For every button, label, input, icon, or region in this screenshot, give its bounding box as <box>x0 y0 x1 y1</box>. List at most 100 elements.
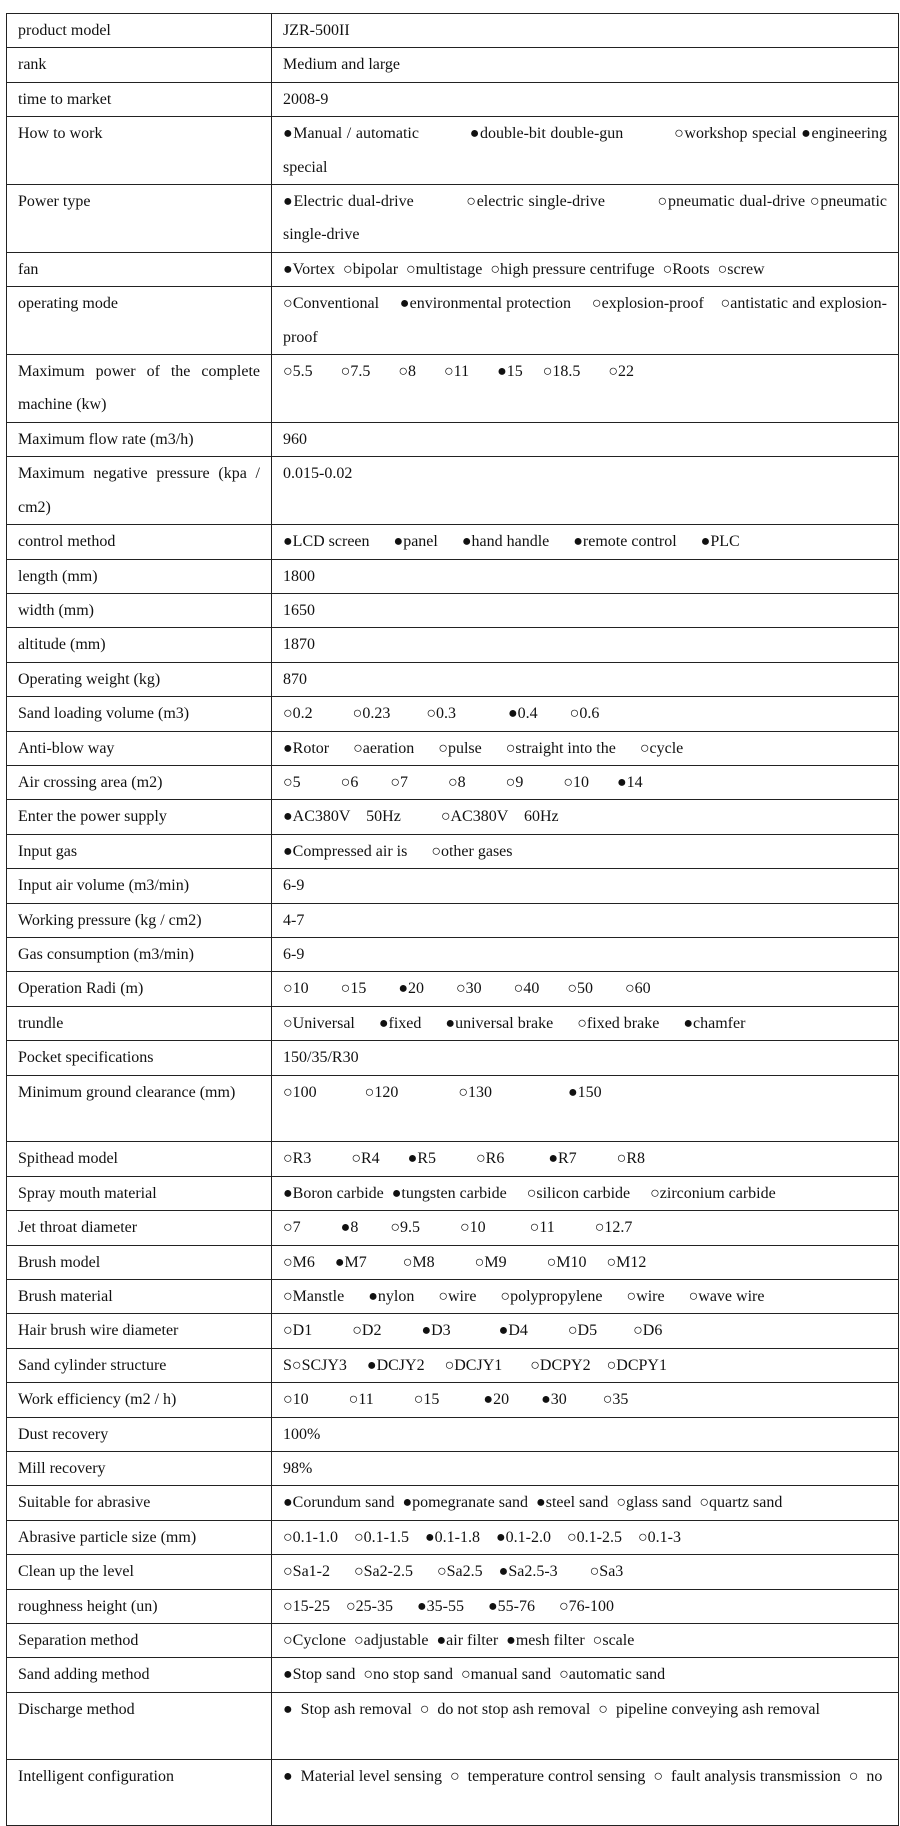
table-row: Operation Radi (m) ○10 ○15 ●20 ○30 ○40 ○5… <box>6 971 899 1007</box>
spec-label: Discharge method <box>6 1691 272 1760</box>
spec-label: trundle <box>6 1005 272 1042</box>
spec-value: 98% <box>271 1451 899 1487</box>
spec-label: Spithead model <box>6 1141 272 1177</box>
spec-label: altitude (mm) <box>6 627 272 663</box>
table-row: Pocket specifications 150/35/R30 <box>6 1040 899 1076</box>
spec-label: Suitable for abrasive <box>6 1485 272 1521</box>
spec-value: ○0.1-1.0 ○0.1-1.5 ●0.1-1.8 ●0.1-2.0 ○0.1… <box>271 1519 899 1556</box>
spec-label: Gas consumption (m3/min) <box>6 936 272 973</box>
table-row: trundle ○Universal ●fixed ●universal brak… <box>6 1005 899 1042</box>
spec-value: ●Vortex ○bipolar ○multistage ○high press… <box>271 251 899 288</box>
spec-value: ● Stop ash removal ○ do not stop ash rem… <box>271 1691 899 1760</box>
table-row: roughness height (un) ○15-25 ○25-35 ●35-5… <box>6 1588 899 1625</box>
spec-label: Anti-blow way <box>6 730 272 766</box>
table-row: Input air volume (m3/min) 6-9 <box>6 868 899 904</box>
table-row: Maximum negative pressure (kpa / cm2) 0.0… <box>6 456 899 526</box>
spec-label: Clean up the level <box>6 1554 272 1590</box>
spec-value: ○100 ○120 ○130 ●150 <box>271 1074 899 1143</box>
table-row: Brush material ○Manstle ●nylon ○wire ○pol… <box>6 1279 899 1315</box>
table-row: Working pressure (kg / cm2) 4-7 <box>6 902 899 938</box>
spec-value: ○M6 ●M7 ○M8 ○M9 ○M10 ○M12 <box>271 1244 899 1281</box>
table-row: Brush model ○M6 ●M7 ○M8 ○M9 ○M10 ○M12 <box>6 1244 899 1281</box>
spec-value: ○Cyclone ○adjustable ●air filter ●mesh f… <box>271 1623 899 1659</box>
spec-value: ●Stop sand ○no stop sand ○manual sand ○a… <box>271 1657 899 1693</box>
spec-value: ○Universal ●fixed ●universal brake ○fixe… <box>271 1005 899 1042</box>
spec-value: 6-9 <box>271 936 899 973</box>
spec-label: width (mm) <box>6 592 272 629</box>
table-row: Gas consumption (m3/min) 6-9 <box>6 936 899 973</box>
spec-label: Sand loading volume (m3) <box>6 696 272 732</box>
spec-label: Operation Radi (m) <box>6 971 272 1007</box>
spec-value: S○SCJY3 ●DCJY2 ○DCJY1 ○DCPY2 ○DCPY1 <box>271 1347 899 1384</box>
table-row: Maximum power of the complete machine (k… <box>6 354 899 423</box>
spec-label: rank <box>6 47 272 83</box>
spec-label: length (mm) <box>6 558 272 594</box>
spec-value: ● Material level sensing ○ temperature c… <box>271 1758 899 1826</box>
table-row: Sand cylinder structure S○SCJY3 ●DCJY2 ○D… <box>6 1347 899 1384</box>
spec-label: Maximum negative pressure (kpa / cm2) <box>6 456 272 526</box>
table-row: length (mm) 1800 <box>6 558 899 594</box>
table-row: Maximum flow rate (m3/h) 960 <box>6 421 899 458</box>
spec-label: Air crossing area (m2) <box>6 764 272 801</box>
spec-value: 1650 <box>271 592 899 629</box>
spec-label: Pocket specifications <box>6 1040 272 1076</box>
spec-label: Jet throat diameter <box>6 1210 272 1246</box>
spec-value: ●AC380V 50Hz ○AC380V 60Hz <box>271 799 899 835</box>
spec-label: How to work <box>6 116 272 186</box>
spec-value: ○10 ○11 ○15 ●20 ●30 ○35 <box>271 1382 899 1418</box>
spec-value: ○Manstle ●nylon ○wire ○polypropylene ○wi… <box>271 1279 899 1315</box>
spec-value: ●Boron carbide ●tungsten carbide ○silico… <box>271 1175 899 1212</box>
spec-value: 1870 <box>271 627 899 663</box>
table-row: Intelligent configuration ● Material leve… <box>6 1758 899 1826</box>
spec-value: ●Corundum sand ●pomegranate sand ●steel … <box>271 1485 899 1521</box>
spec-label: Minimum ground clearance (mm) <box>6 1074 272 1143</box>
table-row: control method ●LCD screen ●panel ●hand h… <box>6 524 899 560</box>
spec-label: Separation method <box>6 1623 272 1659</box>
spec-label: product model <box>6 12 272 49</box>
table-row: Mill recovery 98% <box>6 1451 899 1487</box>
spec-label: Work efficiency (m2 / h) <box>6 1382 272 1418</box>
spec-value: Medium and large <box>271 47 899 83</box>
table-row: Separation method ○Cyclone ○adjustable ●a… <box>6 1623 899 1659</box>
table-row: Input gas ●Compressed air is ○other gases <box>6 833 899 870</box>
table-row: Enter the power supply ●AC380V 50Hz ○AC38… <box>6 799 899 835</box>
spec-value: ●LCD screen ●panel ●hand handle ●remote … <box>271 524 899 560</box>
table-row: Dust recovery 100% <box>6 1416 899 1453</box>
spec-label: Maximum power of the complete machine (k… <box>6 354 272 423</box>
spec-value: ●Electric dual-drive ○electric single-dr… <box>271 184 899 253</box>
table-row: Operating weight (kg) 870 <box>6 661 899 698</box>
table-row: Work efficiency (m2 / h) ○10 ○11 ○15 ●20 … <box>6 1382 899 1418</box>
spec-label: Sand adding method <box>6 1657 272 1693</box>
spec-label: operating mode <box>6 286 272 356</box>
spec-label: Intelligent configuration <box>6 1758 272 1826</box>
spec-value: ○10 ○15 ●20 ○30 ○40 ○50 ○60 <box>271 971 899 1007</box>
spec-label: roughness height (un) <box>6 1588 272 1625</box>
table-row: width (mm) 1650 <box>6 592 899 629</box>
spec-label: Brush model <box>6 1244 272 1281</box>
spec-label: Sand cylinder structure <box>6 1347 272 1384</box>
spec-value: 870 <box>271 661 899 698</box>
spec-value: ○Sa1-2 ○Sa2-2.5 ○Sa2.5 ●Sa2.5-3 ○Sa3 <box>271 1554 899 1590</box>
table-row: altitude (mm) 1870 <box>6 627 899 663</box>
spec-label: Dust recovery <box>6 1416 272 1453</box>
spec-value: ●Manual / automatic ●double-bit double-g… <box>271 116 899 186</box>
table-row: Air crossing area (m2) ○5 ○6 ○7 ○8 ○9 ○10… <box>6 764 899 801</box>
spec-table-body: product model JZR-500II rank Medium and lar… <box>6 12 899 1826</box>
spec-value: ○5 ○6 ○7 ○8 ○9 ○10 ●14 <box>271 764 899 801</box>
spec-value: ○Conventional ●environmental protection … <box>271 286 899 356</box>
table-row: operating mode ○Conventional ●environment… <box>6 286 899 356</box>
spec-label: Operating weight (kg) <box>6 661 272 698</box>
table-row: Minimum ground clearance (mm) ○100 ○120 ○… <box>6 1074 899 1143</box>
spec-value: ●Compressed air is ○other gases <box>271 833 899 870</box>
spec-value: 2008-9 <box>271 81 899 118</box>
spec-label: control method <box>6 524 272 560</box>
table-row: Power type ●Electric dual-drive ○electric… <box>6 184 899 253</box>
spec-value: 150/35/R30 <box>271 1040 899 1076</box>
spec-label: time to market <box>6 81 272 118</box>
table-row: Sand loading volume (m3) ○0.2 ○0.23 ○0.3 … <box>6 696 899 732</box>
table-row: fan ●Vortex ○bipolar ○multistage ○high pr… <box>6 251 899 288</box>
table-row: rank Medium and large <box>6 47 899 83</box>
spec-value: ○0.2 ○0.23 ○0.3 ●0.4 ○0.6 <box>271 696 899 732</box>
spec-label: Input air volume (m3/min) <box>6 868 272 904</box>
spec-value: ○R3 ○R4 ●R5 ○R6 ●R7 ○R8 <box>271 1141 899 1177</box>
